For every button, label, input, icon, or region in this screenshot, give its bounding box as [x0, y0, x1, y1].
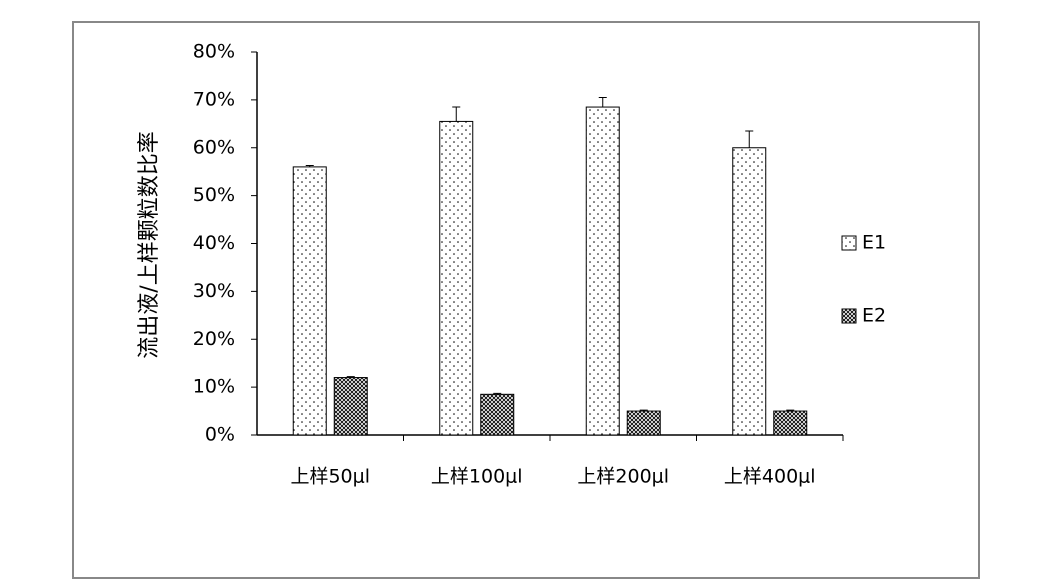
y-tick-label: 80% [193, 41, 235, 63]
chart-frame [72, 21, 980, 579]
error-bar [745, 130, 754, 148]
bar [732, 147, 767, 436]
x-tick-label: 上样200μl [577, 466, 669, 488]
y-axis-title: 流出液/上样颗粒数比率 [137, 131, 162, 358]
legend-swatch [841, 308, 857, 324]
y-tick-label: 70% [193, 88, 235, 110]
x-tick-label: 上样100μl [431, 466, 523, 488]
y-tick-label: 50% [193, 184, 235, 206]
error-bar [305, 164, 314, 167]
bar [585, 106, 620, 436]
bar [773, 410, 808, 436]
y-tick-label: 40% [193, 232, 235, 254]
bar [626, 410, 661, 436]
legend-label: E1 [862, 232, 886, 254]
error-bar [598, 96, 607, 108]
legend-label: E2 [862, 305, 886, 327]
x-tick-label: 上样400μl [724, 466, 816, 488]
bar [292, 166, 327, 436]
legend-swatch [841, 235, 857, 251]
y-tick-label: 60% [193, 136, 235, 158]
error-bar [639, 409, 648, 412]
x-tick-label: 上样50μl [290, 466, 370, 488]
y-tick-label: 10% [193, 376, 235, 398]
error-bar [493, 392, 502, 395]
error-bar [786, 409, 795, 412]
error-bar [346, 376, 355, 378]
bar [439, 120, 474, 436]
error-bar [452, 106, 461, 122]
y-tick-label: 0% [205, 424, 235, 446]
bar [333, 377, 368, 436]
y-tick-label: 20% [193, 328, 235, 350]
y-tick-label: 30% [193, 280, 235, 302]
bar [480, 393, 515, 436]
